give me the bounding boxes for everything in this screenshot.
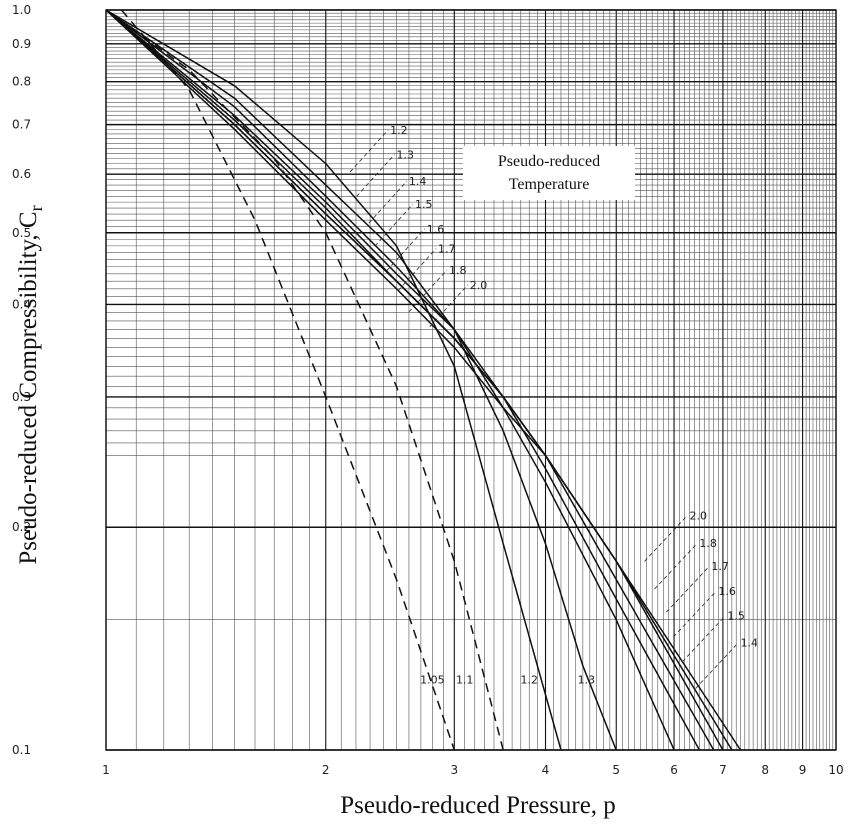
lower-curve-label: 1.7 [711, 560, 729, 573]
upper-curve-label-leader [356, 154, 395, 197]
curve-labels: 1.21.31.41.51.61.71.82.02.01.81.71.61.51… [349, 124, 759, 689]
upper-curve-label: 1.5 [415, 198, 433, 211]
upper-curve-label-leader [386, 228, 426, 272]
x-tick-label: 7 [719, 763, 727, 777]
y-axis-title-subscript: r [26, 205, 46, 211]
curve-tr-1-05 [120, 9, 456, 751]
upper-curve-label: 1.7 [438, 243, 456, 256]
curve-tr-2-0 [105, 9, 742, 751]
bottom-curve-label: 1.2 [520, 673, 538, 686]
curve-tr-1-7 [105, 9, 724, 751]
x-tick-label: 10 [828, 763, 843, 777]
temperature-curves [105, 9, 742, 751]
curve-tr-1-1 [105, 9, 504, 751]
y-tick-label: 0.7 [12, 118, 31, 132]
annotation-background [463, 146, 635, 200]
y-tick-label: 0.5 [12, 226, 31, 240]
x-axis-title: Pseudo-reduced Pressure, p [340, 792, 616, 819]
lower-curve-label-leader [654, 542, 698, 590]
lower-curve-label: 1.5 [727, 610, 745, 623]
curve-tr-1-2 [105, 9, 562, 751]
y-tick-label: 0.2 [12, 520, 31, 534]
y-axis-title: Pseudo-reduced Compressibility, Cr [15, 205, 46, 564]
upper-curve-label: 1.2 [390, 124, 408, 137]
major-grid [105, 9, 837, 751]
y-tick-label: 0.8 [12, 75, 31, 89]
y-tick-label: 1.0 [12, 3, 31, 17]
upper-curve-label-leader [374, 203, 414, 247]
curve-tr-1-5 [105, 9, 701, 751]
lower-curve-label-leader [644, 515, 688, 562]
lower-curve-label: 1.6 [718, 585, 736, 598]
upper-curve-label-leader [368, 180, 408, 224]
upper-curve-label: 1.8 [449, 264, 467, 277]
upper-curve-label-leader [429, 284, 469, 328]
annotation-line-2: Temperature [509, 176, 590, 193]
x-tick-label: 3 [450, 763, 458, 777]
bottom-curve-label: 1.1 [456, 673, 474, 686]
curve-tr-1-4 [105, 9, 675, 751]
bottom-curve-label: 1.05 [420, 673, 445, 686]
curve-tr-1-3 [105, 9, 617, 751]
upper-curve-label-leader [408, 269, 448, 313]
upper-curve-label: 1.4 [409, 175, 427, 188]
upper-curve-label: 1.6 [427, 223, 445, 236]
bottom-curve-label: 1.3 [578, 673, 596, 686]
lower-curve-label-leader [695, 642, 739, 689]
y-tick-label: 0.9 [12, 37, 31, 51]
upper-curve-label: 2.0 [470, 279, 488, 292]
y-tick-label: 0.6 [12, 167, 31, 181]
pseudo-reduced-temperature-annotation: Pseudo-reduced Temperature [463, 146, 635, 200]
tick-labels: 1 2 3 4 5 6 7 8 9 10 0.1 0.2 0.3 0.4 0.5 0.6 0.7 0.8 0.9 1.… [12, 3, 844, 777]
lower-curve-label-leader [666, 565, 710, 613]
lower-curve-label-leader [673, 590, 717, 638]
plot-frame [105, 9, 837, 751]
lower-curve-label: 1.8 [699, 537, 717, 550]
x-tick-label: 6 [670, 763, 678, 777]
upper-curve-label-leader [349, 129, 389, 173]
y-tick-label: 0.4 [12, 297, 31, 311]
y-tick-label: 0.1 [12, 743, 31, 757]
x-tick-label: 5 [612, 763, 620, 777]
x-tick-label: 4 [542, 763, 550, 777]
x-tick-label: 9 [799, 763, 807, 777]
minor-grid [106, 10, 836, 750]
x-tick-label: 2 [322, 763, 330, 777]
x-tick-label: 1 [102, 763, 110, 777]
annotation-line-1: Pseudo-reduced [498, 153, 600, 170]
lower-curve-label: 2.0 [690, 509, 708, 522]
y-axis-title-text: Pseudo-reduced Compressibility, C [15, 211, 42, 564]
lower-curve-label-leader [682, 615, 726, 662]
lower-curve-label: 1.4 [741, 636, 759, 649]
x-tick-label: 8 [761, 763, 769, 777]
y-tick-label: 0.3 [12, 390, 31, 404]
upper-curve-label: 1.3 [396, 148, 414, 161]
upper-curve-label-leader [397, 248, 437, 291]
